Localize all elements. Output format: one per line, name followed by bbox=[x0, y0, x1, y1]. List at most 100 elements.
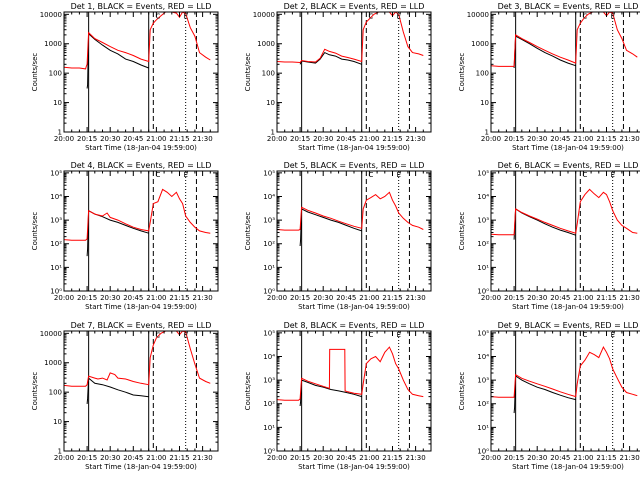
x-tick-label: 21:30 bbox=[406, 135, 426, 143]
x-tick-label: 20:30 bbox=[527, 454, 547, 462]
y-tick-label: 1 bbox=[485, 129, 489, 137]
y-tick-label: 10³ bbox=[263, 217, 275, 225]
panel-title: Det 1, BLACK = Events, RED = LLD bbox=[71, 2, 212, 11]
x-tick-label: 20:30 bbox=[527, 294, 547, 302]
y-axis-label: Counts/sec bbox=[458, 212, 466, 251]
marker-label: E bbox=[183, 171, 187, 179]
x-tick-label: 21:15 bbox=[596, 454, 616, 462]
x-axis-label: Start Time (18-Jan-04 19:59:00) bbox=[512, 303, 624, 311]
x-tick-label: 21:00 bbox=[146, 294, 166, 302]
x-tick-label: 20:45 bbox=[550, 454, 570, 462]
y-tick-label: 1 bbox=[58, 448, 62, 456]
y-tick-label: 10000 bbox=[40, 11, 62, 19]
x-tick-label: 20:00 bbox=[481, 294, 501, 302]
plot-frame bbox=[63, 11, 219, 133]
x-tick-label: 20:45 bbox=[550, 294, 570, 302]
x-tick-label: 20:00 bbox=[267, 294, 287, 302]
x-tick-label: 20:15 bbox=[290, 294, 310, 302]
x-tick-label: 21:30 bbox=[620, 294, 640, 302]
panel-title: Det 4, BLACK = Events, RED = LLD bbox=[71, 161, 212, 170]
y-tick-label: 10⁵ bbox=[477, 329, 489, 337]
marker-label: E bbox=[610, 13, 614, 21]
panel-7: Det 7, BLACK = Events, RED = LLD C E 1 10 100… bbox=[31, 321, 219, 471]
marker-label: E bbox=[396, 331, 400, 339]
series-events-line bbox=[86, 209, 149, 257]
y-tick-label: 100 bbox=[49, 389, 62, 397]
x-tick-label: 20:00 bbox=[54, 454, 74, 462]
panel-title: Det 3, BLACK = Events, RED = LLD bbox=[498, 2, 639, 11]
x-tick-label: 20:45 bbox=[550, 135, 570, 143]
x-tick-label: 20:30 bbox=[100, 454, 120, 462]
y-tick-label: 1000 bbox=[471, 40, 489, 48]
series-events-line bbox=[513, 375, 576, 414]
x-tick-label: 21:30 bbox=[620, 135, 640, 143]
y-tick-label: 10¹ bbox=[477, 424, 489, 432]
x-axis-label: Start Time (18-Jan-04 19:59:00) bbox=[85, 463, 197, 471]
x-tick-label: 20:15 bbox=[504, 454, 524, 462]
x-tick-label: 20:00 bbox=[481, 454, 501, 462]
y-axis-label: Counts/sec bbox=[458, 53, 466, 92]
y-tick-label: 100 bbox=[476, 70, 489, 78]
y-axis-label: Counts/sec bbox=[31, 372, 39, 411]
x-axis-label: Start Time (18-Jan-04 19:59:00) bbox=[298, 144, 410, 152]
y-tick-label: 1 bbox=[58, 129, 62, 137]
y-tick-label: 10⁰ bbox=[477, 288, 489, 296]
x-axis-label: Start Time (18-Jan-04 19:59:00) bbox=[512, 144, 624, 152]
marker-label: C bbox=[368, 331, 373, 339]
y-tick-label: 10² bbox=[263, 240, 275, 248]
x-tick-label: 20:30 bbox=[313, 454, 333, 462]
y-tick-label: 10³ bbox=[477, 377, 489, 385]
x-tick-label: 20:00 bbox=[54, 135, 74, 143]
y-tick-label: 10⁵ bbox=[263, 329, 275, 337]
y-tick-label: 1000 bbox=[44, 40, 62, 48]
y-tick-label: 1000 bbox=[257, 40, 275, 48]
x-tick-label: 21:30 bbox=[406, 294, 426, 302]
panel-title: Det 7, BLACK = Events, RED = LLD bbox=[71, 321, 212, 330]
y-tick-label: 10⁵ bbox=[50, 169, 62, 177]
x-tick-label: 21:00 bbox=[359, 294, 379, 302]
x-tick-label: 20:30 bbox=[527, 135, 547, 143]
x-tick-label: 20:45 bbox=[123, 294, 143, 302]
marker-label: E bbox=[183, 13, 187, 21]
plot-frame bbox=[63, 330, 219, 452]
panel-title: Det 5, BLACK = Events, RED = LLD bbox=[284, 161, 425, 170]
x-tick-label: 21:30 bbox=[193, 294, 213, 302]
y-tick-label: 10⁴ bbox=[477, 193, 489, 201]
x-tick-label: 21:00 bbox=[359, 135, 379, 143]
x-tick-label: 20:15 bbox=[504, 135, 524, 143]
x-tick-label: 20:15 bbox=[77, 135, 97, 143]
x-tick-label: 20:45 bbox=[336, 135, 356, 143]
x-tick-label: 20:00 bbox=[481, 135, 501, 143]
marker-label: E bbox=[396, 171, 400, 179]
x-tick-label: 20:15 bbox=[77, 454, 97, 462]
x-tick-label: 20:00 bbox=[267, 454, 287, 462]
marker-label: C bbox=[368, 13, 373, 21]
x-tick-label: 21:30 bbox=[193, 454, 213, 462]
marker-label: C bbox=[155, 171, 160, 179]
y-tick-label: 10¹ bbox=[50, 264, 62, 272]
y-tick-label: 10³ bbox=[50, 217, 62, 225]
x-tick-label: 20:15 bbox=[77, 294, 97, 302]
x-tick-label: 21:15 bbox=[596, 294, 616, 302]
x-tick-label: 20:30 bbox=[100, 135, 120, 143]
marker-label: C bbox=[582, 13, 587, 21]
marker-label: C bbox=[582, 171, 587, 179]
y-tick-label: 10000 bbox=[40, 330, 62, 338]
x-tick-label: 20:00 bbox=[267, 135, 287, 143]
y-tick-label: 1 bbox=[271, 129, 275, 137]
y-tick-label: 10 bbox=[480, 99, 489, 107]
panel-title: Det 9, BLACK = Events, RED = LLD bbox=[498, 321, 639, 330]
series-events-line bbox=[86, 32, 149, 89]
panel-title: Det 6, BLACK = Events, RED = LLD bbox=[498, 161, 639, 170]
series-lld-line bbox=[64, 12, 211, 70]
y-tick-label: 10⁴ bbox=[263, 193, 275, 201]
x-tick-label: 21:15 bbox=[382, 294, 402, 302]
series-lld-line bbox=[491, 12, 638, 67]
x-tick-label: 21:00 bbox=[573, 294, 593, 302]
marker-label: C bbox=[368, 171, 373, 179]
x-tick-label: 21:00 bbox=[146, 454, 166, 462]
